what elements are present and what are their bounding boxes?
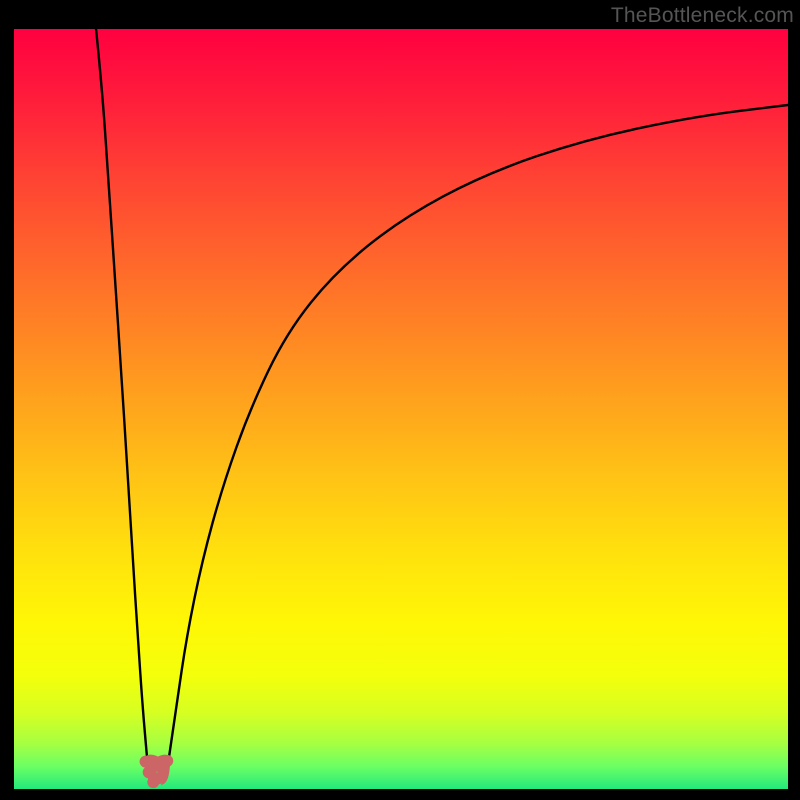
plot-area [14, 29, 788, 789]
gradient-background [14, 29, 788, 789]
bottleneck-curve-chart [14, 29, 788, 789]
watermark-label: TheBottleneck.com [611, 4, 794, 28]
chart-container: TheBottleneck.com [0, 0, 800, 800]
